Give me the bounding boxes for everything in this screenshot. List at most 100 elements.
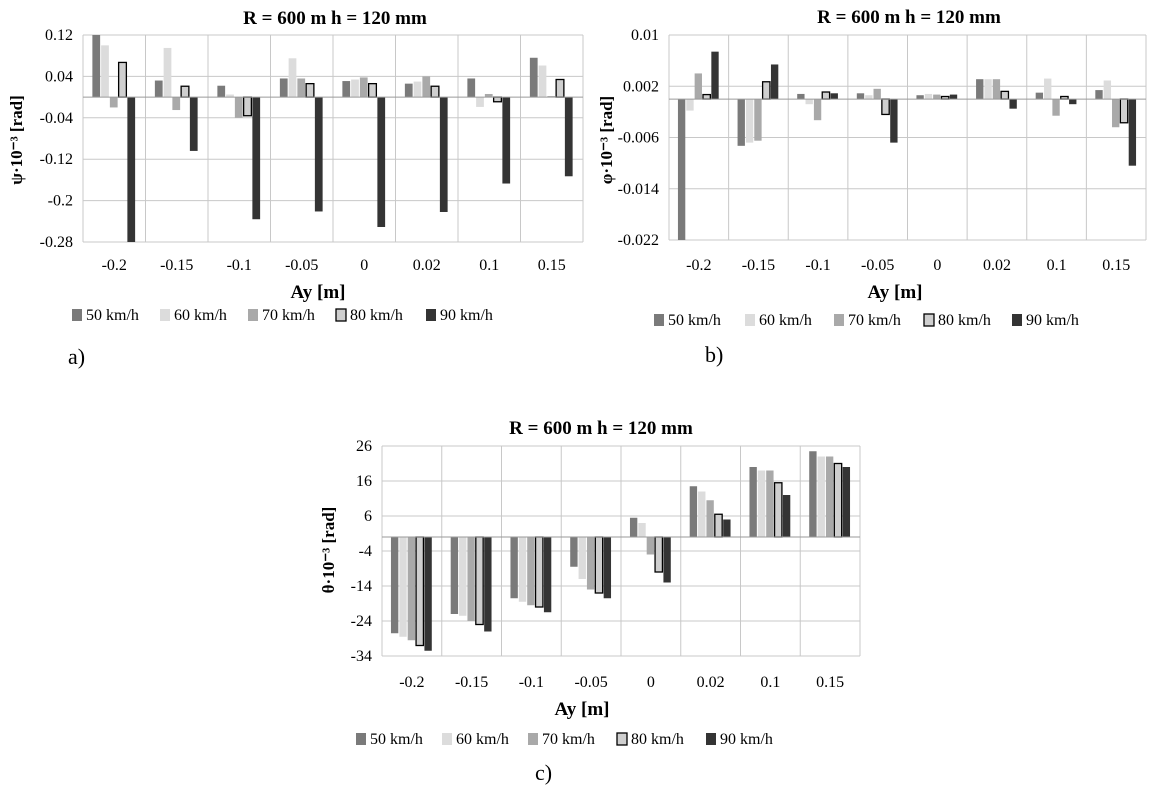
bar (830, 93, 838, 100)
x-tick-label: 0.1 (479, 257, 499, 274)
y-tick-label: 16 (356, 473, 372, 490)
y-tick-label: 6 (364, 508, 372, 525)
legend-entry: 80 km/h (631, 731, 684, 748)
y-tick-label: -34 (351, 648, 372, 665)
bar (547, 96, 556, 98)
bar (686, 99, 694, 111)
bar (745, 99, 754, 143)
x-tick-label: -0.05 (574, 674, 607, 691)
legend-entry: 60 km/h (759, 312, 812, 329)
bar (1095, 90, 1103, 100)
bar (467, 78, 476, 98)
bar (865, 95, 873, 100)
bar (976, 79, 984, 100)
bar (351, 79, 359, 98)
bar (529, 57, 538, 98)
legend-swatch (923, 313, 935, 327)
bar (510, 537, 518, 599)
bar (404, 83, 413, 98)
bar (890, 99, 898, 143)
bar (1000, 90, 1010, 100)
y-axis-label: ψ·10⁻³ [rad] (7, 95, 26, 185)
legend-swatch (426, 309, 436, 321)
legend-swatch (248, 309, 258, 321)
bar (226, 94, 234, 98)
bar (916, 95, 924, 100)
x-axis-label: Ay [m] (867, 282, 922, 303)
x-axis-label-unit: [m] (312, 282, 345, 303)
x-tick-label: 0 (933, 257, 941, 274)
bar (543, 537, 552, 613)
bar (390, 537, 399, 634)
bar (314, 97, 323, 212)
y-tick-label: 0.04 (45, 68, 73, 85)
y-tick-label: -0.04 (40, 110, 73, 127)
bar (1035, 92, 1044, 100)
bar (407, 537, 416, 641)
bar (782, 495, 791, 537)
bar (833, 462, 843, 538)
bar (475, 536, 484, 626)
legend-swatch (442, 733, 452, 745)
legend-entry: 50 km/h (86, 307, 139, 324)
bar (809, 451, 817, 537)
y-tick-label: -0.28 (40, 234, 73, 251)
bar (594, 536, 604, 594)
x-tick-label: -0.2 (102, 257, 127, 274)
legend-swatch (654, 314, 664, 326)
bar (881, 98, 890, 116)
x-tick-label: -0.15 (742, 257, 775, 274)
bar (172, 97, 181, 111)
bar (424, 537, 432, 651)
bar (1119, 98, 1129, 124)
bar (1052, 99, 1060, 116)
y-tick-label: 26 (356, 438, 372, 455)
bar (476, 97, 484, 107)
bar (305, 82, 315, 98)
bar (359, 77, 368, 98)
bar (180, 85, 190, 98)
x-tick-label: 0 (360, 257, 368, 274)
x-tick-label: -0.05 (861, 257, 894, 274)
y-tick-label: -0.006 (618, 130, 659, 147)
legend-entry: 80 km/h (350, 307, 403, 324)
x-axis-label-unit: [m] (576, 699, 609, 720)
legend-swatch (160, 309, 170, 321)
x-axis-label: Ay [m] (290, 282, 345, 303)
panel-label: b) (705, 342, 723, 367)
legend-entry: 60 km/h (174, 307, 227, 324)
bar (757, 470, 766, 537)
bar (761, 81, 771, 100)
bar (252, 97, 261, 220)
bar (467, 537, 475, 621)
legend-entry: 70 km/h (262, 307, 315, 324)
panel-label: a) (68, 344, 85, 369)
bar (297, 78, 306, 98)
legend-swatch (1012, 314, 1022, 326)
bar (603, 537, 612, 599)
x-tick-label: -0.15 (160, 257, 193, 274)
x-tick-label: 0.15 (1102, 257, 1130, 274)
bar (754, 99, 762, 141)
bar (663, 537, 671, 583)
x-tick-label: -0.1 (519, 674, 544, 691)
y-tick-label: -24 (351, 613, 372, 630)
bar (422, 76, 431, 98)
legend-entry: 50 km/h (668, 312, 721, 329)
bar (711, 51, 719, 100)
legend-swatch (72, 309, 82, 321)
chart-title: R = 600 m h = 120 mm (817, 7, 1001, 28)
bar (450, 537, 459, 614)
bar (459, 537, 467, 616)
bar (702, 93, 711, 100)
bar (534, 536, 544, 608)
y-tick-label: -4 (359, 543, 372, 560)
bar (564, 97, 573, 177)
bar (629, 517, 638, 537)
bar (689, 486, 698, 537)
x-tick-label: -0.2 (686, 257, 711, 274)
bar (933, 94, 941, 100)
bar (570, 537, 578, 567)
legend-swatch (335, 308, 347, 322)
